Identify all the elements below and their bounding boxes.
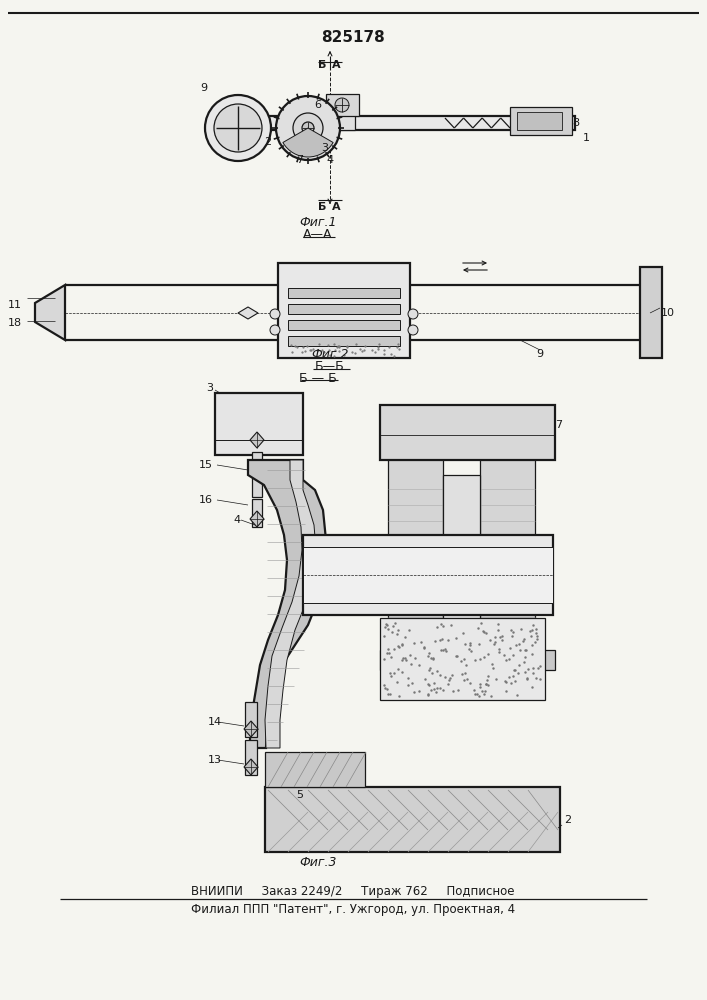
Bar	[278, 263, 410, 358]
Bar	[252, 452, 262, 497]
Bar	[288, 304, 400, 314]
Text: 6: 6	[315, 100, 322, 110]
Text: 18: 18	[8, 318, 22, 328]
Polygon shape	[244, 759, 258, 775]
Polygon shape	[238, 307, 258, 319]
Bar	[326, 94, 359, 116]
Bar	[303, 535, 553, 615]
Bar	[380, 650, 555, 670]
Bar	[288, 288, 400, 298]
Bar	[380, 618, 545, 700]
Polygon shape	[248, 460, 326, 748]
Text: 3: 3	[322, 143, 329, 153]
Text: 2: 2	[264, 137, 271, 147]
Bar	[245, 740, 257, 775]
Text: Филиал ППП "Патент", г. Ужгород, ул. Проектная, 4: Филиал ППП "Патент", г. Ужгород, ул. Про…	[191, 904, 515, 916]
Circle shape	[276, 96, 340, 160]
Text: ВНИИПИ     Заказ 2249/2     Тираж 762     Подписное: ВНИИПИ Заказ 2249/2 Тираж 762 Подписное	[192, 886, 515, 898]
Bar	[303, 547, 553, 603]
Text: А: А	[332, 202, 340, 212]
Bar	[288, 336, 400, 346]
Text: Б: Б	[318, 202, 326, 212]
Text: 16: 16	[199, 495, 213, 505]
Bar	[330, 106, 355, 130]
Bar	[480, 460, 535, 670]
Bar	[265, 752, 365, 787]
Text: Б—Б: Б—Б	[315, 360, 345, 373]
Circle shape	[408, 325, 418, 335]
Text: 8: 8	[572, 118, 579, 128]
Text: 2: 2	[564, 815, 571, 825]
Bar	[640, 267, 662, 358]
Bar	[388, 460, 443, 670]
Bar	[443, 475, 480, 650]
Text: 15: 15	[199, 460, 213, 470]
Polygon shape	[35, 285, 65, 340]
Text: 3: 3	[206, 383, 213, 393]
Polygon shape	[244, 721, 258, 737]
Wedge shape	[283, 128, 333, 157]
Text: 4: 4	[327, 155, 334, 165]
Text: 7: 7	[555, 420, 562, 430]
Bar	[510, 107, 572, 135]
Circle shape	[214, 104, 262, 152]
Polygon shape	[250, 511, 264, 527]
Text: 11: 11	[8, 300, 22, 310]
Circle shape	[270, 325, 280, 335]
Polygon shape	[265, 460, 316, 748]
Text: Фиг.1: Фиг.1	[299, 217, 337, 230]
Circle shape	[270, 309, 280, 319]
Polygon shape	[250, 432, 264, 448]
Bar	[517, 112, 562, 130]
Circle shape	[408, 309, 418, 319]
Bar	[260, 116, 575, 130]
Text: Фиг.2: Фиг.2	[311, 349, 349, 361]
Circle shape	[205, 95, 271, 161]
Text: 10: 10	[661, 308, 675, 318]
Circle shape	[293, 113, 323, 143]
Bar	[252, 499, 262, 527]
Text: 7: 7	[296, 155, 303, 165]
Text: 825178: 825178	[321, 29, 385, 44]
Text: 13: 13	[208, 755, 222, 765]
Text: 14: 14	[208, 717, 222, 727]
Bar	[215, 393, 303, 455]
Bar	[245, 702, 257, 737]
Text: 1: 1	[583, 133, 590, 143]
Text: 9: 9	[537, 349, 544, 359]
Text: 4: 4	[233, 515, 240, 525]
Circle shape	[335, 98, 349, 112]
Text: Б — Б: Б — Б	[299, 371, 337, 384]
Bar	[288, 320, 400, 330]
Text: Фиг.3: Фиг.3	[299, 856, 337, 868]
Text: 9: 9	[201, 83, 208, 93]
Text: А: А	[332, 60, 340, 70]
Text: 5: 5	[296, 790, 303, 800]
Text: А—А: А—А	[303, 229, 333, 241]
Bar	[380, 405, 555, 460]
Circle shape	[302, 122, 314, 134]
Bar	[265, 787, 560, 852]
Text: Б: Б	[318, 60, 326, 70]
